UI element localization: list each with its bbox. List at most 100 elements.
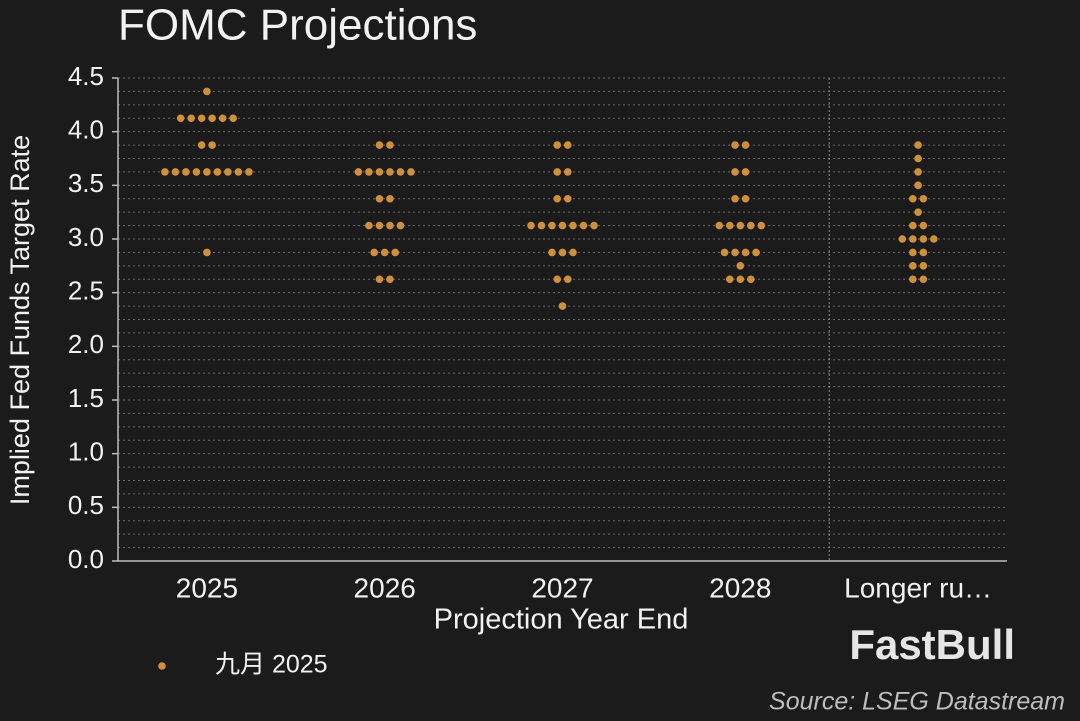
dot bbox=[736, 221, 745, 230]
dot bbox=[375, 221, 384, 230]
x-tick-label: 2028 bbox=[709, 572, 771, 603]
dot bbox=[909, 262, 917, 270]
dot bbox=[590, 221, 598, 230]
y-tick-label: 1.5 bbox=[68, 383, 104, 413]
dot bbox=[182, 168, 190, 176]
y-tick-label: 1.0 bbox=[68, 437, 104, 467]
dot bbox=[569, 248, 577, 257]
dot bbox=[386, 194, 394, 203]
legend-label: 九月 2025 bbox=[215, 651, 328, 679]
dot bbox=[218, 114, 227, 123]
dot bbox=[187, 114, 195, 123]
dot bbox=[553, 141, 562, 149]
dot bbox=[386, 141, 394, 149]
y-tick-label: 0.5 bbox=[68, 490, 104, 520]
dot bbox=[726, 275, 734, 284]
dot bbox=[396, 168, 405, 176]
dot bbox=[731, 141, 739, 149]
dot bbox=[563, 275, 572, 284]
dot bbox=[208, 114, 216, 123]
dot bbox=[245, 168, 253, 176]
x-tick-label: 2027 bbox=[531, 572, 593, 603]
dot bbox=[563, 194, 572, 203]
dot bbox=[365, 168, 373, 176]
dot bbox=[715, 221, 724, 230]
dot bbox=[919, 194, 928, 203]
dot bbox=[553, 275, 562, 284]
dot bbox=[234, 168, 243, 176]
dot bbox=[197, 114, 206, 123]
y-tick-label: 4.5 bbox=[68, 61, 104, 91]
dot bbox=[161, 168, 169, 176]
dot bbox=[752, 248, 760, 257]
dot bbox=[914, 208, 922, 216]
dot bbox=[909, 235, 917, 243]
dot bbox=[558, 248, 567, 257]
dot bbox=[407, 168, 415, 176]
dot bbox=[553, 194, 562, 203]
dot bbox=[197, 141, 206, 149]
dot bbox=[930, 235, 938, 243]
dot bbox=[731, 194, 739, 203]
dot bbox=[558, 302, 567, 310]
dot bbox=[375, 141, 384, 149]
dot bbox=[914, 141, 922, 149]
dot bbox=[720, 248, 729, 257]
y-tick-label: 3.0 bbox=[68, 222, 104, 252]
dot bbox=[386, 168, 394, 176]
dot bbox=[176, 114, 185, 123]
dot bbox=[375, 168, 384, 176]
dot bbox=[391, 248, 400, 257]
dot bbox=[919, 221, 928, 230]
dot bbox=[203, 87, 211, 96]
dot bbox=[563, 141, 572, 149]
dot bbox=[919, 262, 928, 270]
dot bbox=[747, 275, 755, 284]
dot bbox=[569, 221, 577, 230]
dot bbox=[741, 248, 750, 257]
y-tick-label: 2.5 bbox=[68, 276, 104, 306]
x-tick-label: 2025 bbox=[176, 572, 238, 603]
dot bbox=[537, 221, 546, 230]
dot bbox=[914, 181, 922, 190]
x-tick-label: 2026 bbox=[354, 572, 416, 603]
dot bbox=[909, 248, 917, 257]
dot bbox=[203, 248, 211, 257]
dot bbox=[909, 194, 917, 203]
dot bbox=[553, 168, 562, 176]
dot bbox=[365, 221, 373, 230]
dot bbox=[354, 168, 363, 176]
dot bbox=[919, 248, 928, 257]
y-axis-label: Implied Fed Funds Target Rate bbox=[5, 135, 35, 505]
dot bbox=[375, 194, 384, 203]
dot bbox=[919, 275, 928, 284]
dot bbox=[741, 194, 750, 203]
watermark: FastBull bbox=[849, 621, 1015, 668]
dot bbox=[527, 221, 535, 230]
y-tick-label: 3.5 bbox=[68, 168, 104, 198]
chart-title: FOMC Projections bbox=[118, 1, 477, 50]
dot bbox=[386, 275, 394, 284]
dot bbox=[579, 221, 588, 230]
dot bbox=[192, 168, 201, 176]
dot bbox=[558, 221, 567, 230]
dot bbox=[563, 168, 572, 176]
dot bbox=[213, 168, 222, 176]
dot bbox=[909, 221, 917, 230]
source-note: Source: LSEG Datastream bbox=[769, 688, 1065, 716]
dot bbox=[548, 248, 556, 257]
dot bbox=[375, 275, 384, 284]
dot bbox=[914, 154, 922, 163]
dot bbox=[171, 168, 180, 176]
dot bbox=[548, 221, 556, 230]
dot bbox=[396, 221, 405, 230]
dot bbox=[229, 114, 237, 123]
dot bbox=[736, 262, 745, 270]
dot bbox=[731, 248, 739, 257]
dot bbox=[380, 248, 389, 257]
dot bbox=[731, 168, 739, 176]
dot bbox=[747, 221, 755, 230]
dot bbox=[898, 235, 907, 243]
dot bbox=[736, 275, 745, 284]
